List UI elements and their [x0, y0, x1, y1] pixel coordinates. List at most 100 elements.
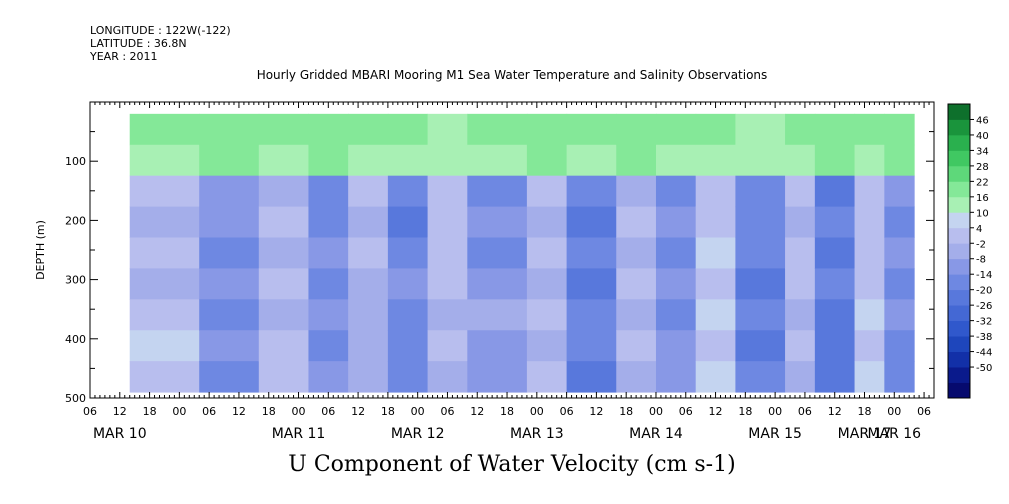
- x-tick-label: 06: [917, 405, 931, 418]
- heatmap-cell: [258, 299, 309, 331]
- x-day-label: MAR 15: [748, 426, 802, 442]
- colorbar-label: -2: [976, 239, 986, 250]
- heatmap-cell: [854, 330, 885, 362]
- heatmap-cell: [199, 361, 260, 393]
- heatmap-cell: [695, 206, 736, 239]
- heatmap-cell: [854, 237, 885, 269]
- heatmap-cell: [258, 361, 309, 393]
- heatmap-cell: [129, 175, 200, 208]
- heatmap-cell: [616, 361, 657, 393]
- heatmap-cell: [348, 175, 389, 208]
- heatmap-cell: [467, 361, 528, 393]
- heatmap-cell: [348, 206, 389, 239]
- colorbar-label: -14: [976, 270, 992, 281]
- heatmap-cell: [884, 361, 915, 393]
- heatmap-cell: [566, 144, 617, 177]
- heatmap-cell: [308, 113, 349, 146]
- colorbar-label: -8: [976, 255, 986, 266]
- heatmap-cell: [387, 268, 429, 300]
- heatmap-cell: [467, 175, 528, 208]
- heatmap-cell: [467, 299, 528, 331]
- heatmap-cell: [387, 237, 429, 269]
- heatmap-cell: [735, 113, 786, 146]
- heatmap-cell: [467, 330, 528, 362]
- heatmap-cell: [616, 299, 657, 331]
- heatmap-cell: [695, 113, 736, 146]
- heatmap-cell: [735, 175, 786, 208]
- heatmap-cell: [695, 175, 736, 208]
- heatmap-cell: [695, 299, 736, 331]
- heatmap-cell: [258, 206, 309, 239]
- heatmap-cell: [735, 268, 786, 300]
- heatmap-cell: [427, 361, 468, 393]
- heatmap-cell: [884, 144, 915, 177]
- heatmap-cell: [308, 299, 349, 331]
- heatmap-cell: [308, 175, 349, 208]
- y-axis-label: DEPTH (m): [34, 220, 47, 280]
- heatmap-cell: [526, 268, 568, 300]
- heatmap-cell: [427, 299, 468, 331]
- heatmap-cell: [566, 113, 617, 146]
- heatmap-cell: [884, 237, 915, 269]
- x-tick-label: 06: [560, 405, 574, 418]
- heatmap-cell: [785, 237, 816, 269]
- heatmap-cell: [655, 144, 697, 177]
- heatmap-cell: [785, 175, 816, 208]
- heatmap-cell: [387, 206, 429, 239]
- colorbar-swatch: [948, 212, 970, 229]
- heatmap-cell: [695, 237, 736, 269]
- heatmap-cell: [884, 113, 915, 146]
- x-tick-label: 18: [619, 405, 633, 418]
- heatmap-cell: [427, 113, 468, 146]
- heatmap-cell: [655, 206, 697, 239]
- heatmap-cell: [467, 144, 528, 177]
- heatmap-cell: [814, 330, 856, 362]
- heatmap-cell: [199, 237, 260, 269]
- colorbar-swatch: [948, 382, 970, 399]
- y-tick-label: 200: [65, 214, 86, 227]
- heatmap-cell: [785, 144, 816, 177]
- colorbar-swatch: [948, 336, 970, 352]
- x-tick-label: 00: [172, 405, 186, 418]
- heatmap-cell: [526, 299, 568, 331]
- colorbar-label: -20: [976, 286, 992, 297]
- heatmap-cell: [655, 299, 697, 331]
- x-tick-label: 12: [709, 405, 723, 418]
- heatmap-cell: [854, 361, 885, 393]
- heatmap-cell: [387, 175, 429, 208]
- heatmap-cell: [655, 268, 697, 300]
- heatmap-cell: [129, 361, 200, 393]
- heatmap-cell: [854, 175, 885, 208]
- heatmap-cell: [655, 175, 697, 208]
- heatmap-cell: [199, 330, 260, 362]
- heatmap-cell: [129, 237, 200, 269]
- x-tick-label: 12: [589, 405, 603, 418]
- x-day-label: MAR 12: [391, 426, 445, 442]
- heatmap-cell: [129, 299, 200, 331]
- heatmap-cell: [467, 113, 528, 146]
- colorbar-swatch: [948, 351, 970, 368]
- heatmap-cell: [387, 113, 429, 146]
- x-axis: 06 12 18 00 06 12 18 00 06 12 18 00 06 12 18 00 06 12 18 00…: [83, 102, 935, 442]
- heatmap-cell: [884, 330, 915, 362]
- x-tick-label: 12: [232, 405, 246, 418]
- colorbar-swatch: [948, 243, 970, 260]
- x-tick-label: 00: [411, 405, 425, 418]
- heatmap-cell: [814, 175, 856, 208]
- x-tick-label: 06: [321, 405, 335, 418]
- y-tick-label: 400: [65, 333, 86, 346]
- heatmap-cell: [258, 268, 309, 300]
- x-tick-label: 00: [649, 405, 663, 418]
- colorbar-label: 22: [976, 177, 989, 188]
- heatmap-cell: [884, 268, 915, 300]
- heatmap-cell: [129, 113, 200, 146]
- heatmap-cell: [348, 330, 389, 362]
- heatmap-cell: [854, 144, 885, 177]
- colorbar-swatch: [948, 289, 970, 306]
- heatmap-cell: [785, 330, 816, 362]
- x-tick-label: 18: [262, 405, 276, 418]
- heatmap-cell: [308, 144, 349, 177]
- y-tick-label: 300: [65, 274, 86, 287]
- heatmap-cells: [129, 113, 915, 393]
- heatmap-cell: [129, 268, 200, 300]
